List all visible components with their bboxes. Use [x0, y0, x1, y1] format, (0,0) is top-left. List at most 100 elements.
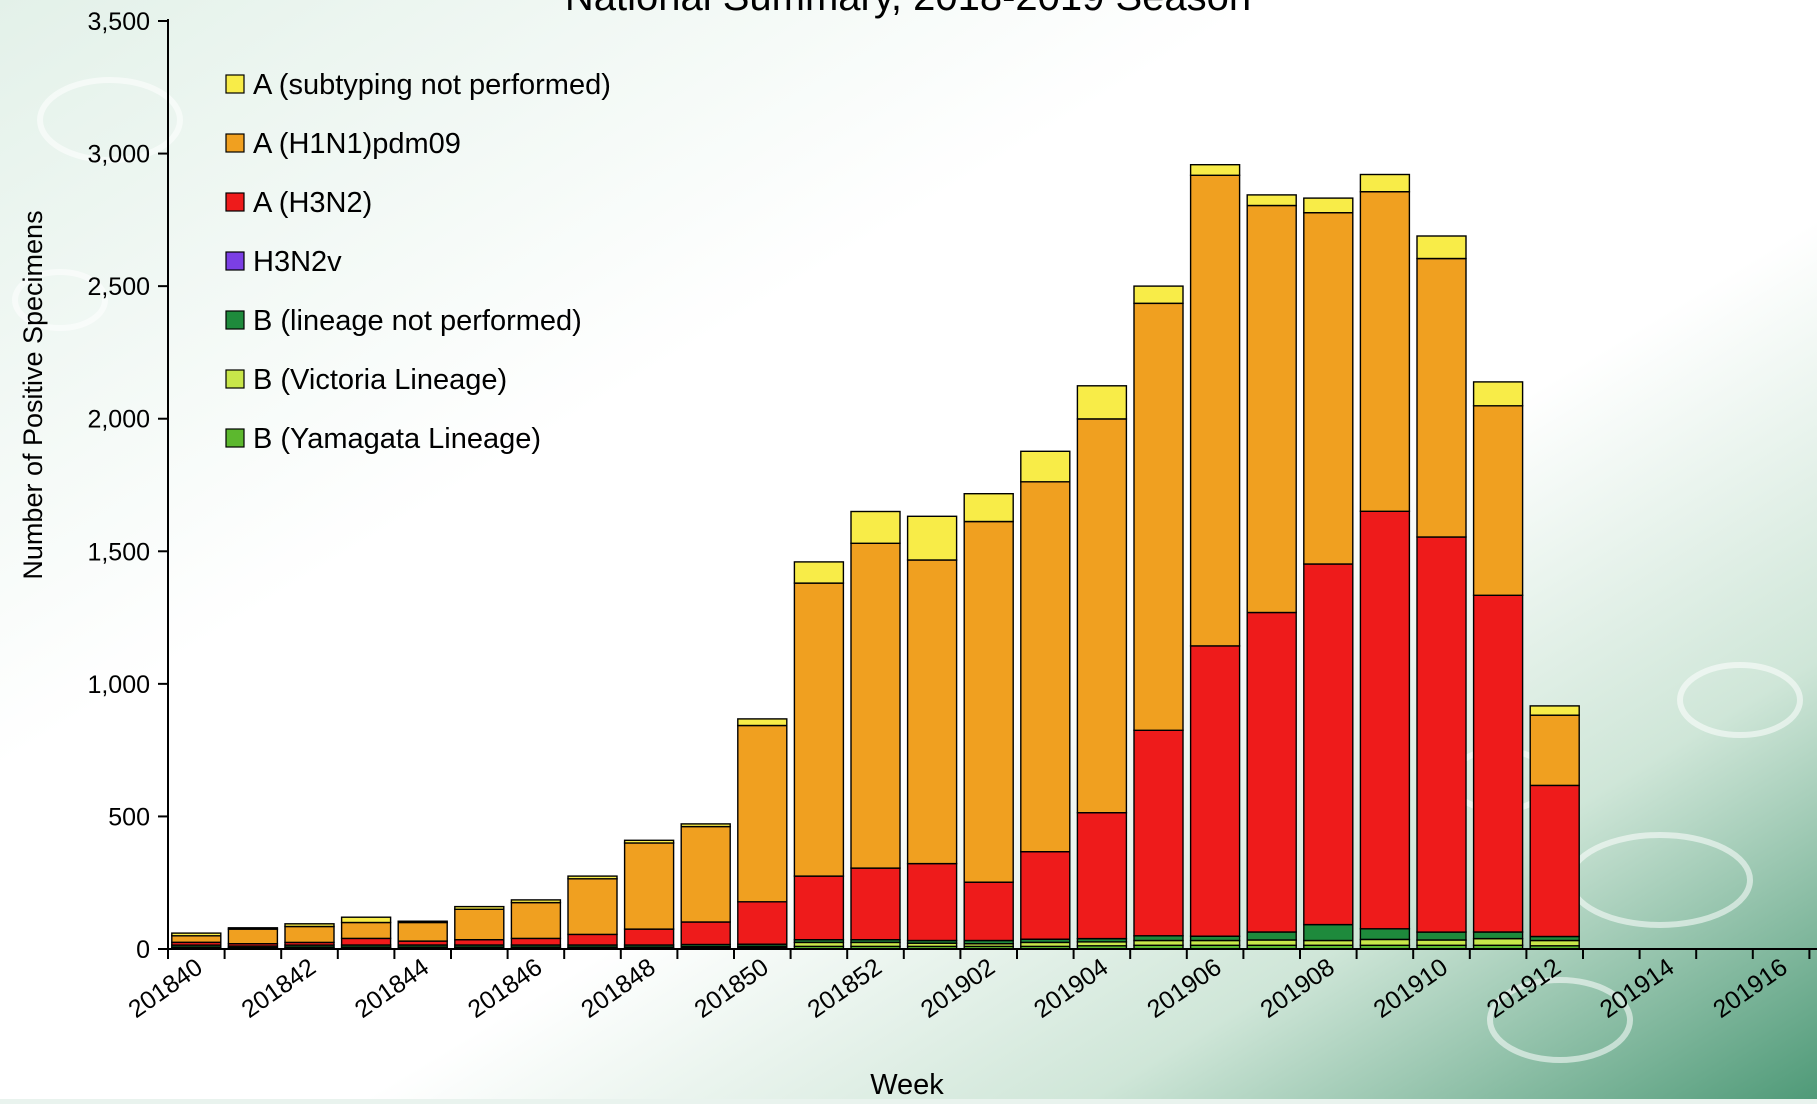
y-axis-label: Number of Positive Specimens	[18, 210, 48, 579]
bar-201911-series-6	[1472, 381, 1524, 407]
bar-201909-series-4	[1359, 510, 1411, 930]
bar-201841-series-6	[227, 927, 279, 930]
bar-201907-series-4	[1246, 611, 1297, 933]
bar-201847-series-4	[567, 933, 618, 946]
bar-201851-series-6	[793, 561, 845, 584]
legend-swatch-0	[225, 74, 245, 94]
bar-201910-series-1	[1416, 939, 1467, 947]
bar-201846-series-6	[510, 899, 562, 904]
bar-201845-series-4	[454, 939, 505, 946]
legend-swatch-2	[225, 192, 245, 212]
bar-201911-series-4	[1472, 594, 1524, 933]
bar-201903-series-5	[1020, 481, 1071, 853]
legend-swatch-3	[225, 251, 245, 271]
bar-201905-series-4	[1133, 729, 1184, 937]
bar-201848-series-4	[623, 928, 675, 946]
legend-label-4: B (lineage not performed)	[253, 305, 582, 337]
bar-201912-series-4	[1529, 784, 1580, 938]
bar-201842-series-5	[284, 925, 335, 944]
bar-201852-series-4	[850, 867, 901, 941]
y-tick-label-500: 500	[108, 803, 150, 831]
bar-201907-series-1	[1246, 939, 1297, 947]
bar-201912-series-6	[1529, 705, 1580, 716]
legend-label-6: B (Yamagata Lineage)	[253, 423, 541, 455]
bar-201909-series-2	[1359, 928, 1411, 941]
bar-201849-series-4	[680, 921, 731, 946]
bar-201845-series-6	[454, 905, 505, 910]
bar-201906-series-6	[1189, 163, 1241, 176]
y-tick-label-3000: 3,000	[87, 141, 150, 169]
bar-201850-series-6	[737, 718, 788, 727]
y-tick-label-2500: 2,500	[87, 273, 150, 301]
bar-201843-series-5	[340, 921, 392, 940]
bar-201909-series-1	[1359, 938, 1411, 947]
bar-201849-series-5	[680, 825, 731, 923]
legend-swatch-6	[225, 428, 245, 448]
y-tick-label-1500: 1,500	[87, 538, 150, 566]
bar-201849-series-6	[680, 823, 731, 828]
bar-201911-series-1	[1472, 938, 1524, 947]
legend-swatch-4	[225, 310, 245, 330]
bar-201851-series-5	[793, 582, 845, 877]
y-tick-label-2000: 2,000	[87, 406, 150, 434]
bar-201910-series-4	[1416, 536, 1467, 933]
bar-201840-series-6	[171, 932, 222, 937]
bar-201907-series-6	[1246, 194, 1297, 207]
legend: A (subtyping not performed) A (H1N1)pdm09…	[225, 69, 611, 455]
bar-201907-series-5	[1246, 204, 1297, 614]
bar-201902-series-6	[963, 493, 1014, 523]
x-axis-label: Week	[870, 1069, 944, 1099]
bar-201848-series-6	[623, 839, 675, 844]
bar-201906-series-2	[1189, 935, 1241, 942]
legend-label-3: H3N2v	[253, 246, 342, 278]
bar-201847-series-5	[567, 878, 618, 936]
bar-201844-series-6	[397, 920, 448, 924]
bar-201904-series-5	[1076, 418, 1128, 814]
chart-title: National Summary, 2018-2019 Season	[565, 0, 1251, 19]
bar-201901-series-4	[906, 862, 958, 942]
bar-201905-series-6	[1133, 285, 1184, 305]
bar-201910-series-2	[1416, 931, 1467, 941]
bar-201909-series-6	[1359, 173, 1411, 193]
y-tick-label-3500: 3,500	[87, 8, 150, 36]
bar-201901-series-6	[906, 515, 958, 561]
bar-201846-series-4	[510, 937, 562, 946]
bar-201908-series-1	[1303, 939, 1354, 947]
bar-201907-series-2	[1246, 931, 1297, 941]
bar-201846-series-5	[510, 901, 562, 940]
y-tick-label-1000: 1,000	[87, 671, 150, 699]
bar-201905-series-5	[1133, 302, 1184, 731]
bar-201910-series-6	[1416, 235, 1467, 260]
bar-201902-series-4	[963, 881, 1014, 942]
bars-layer	[171, 163, 1580, 950]
bar-201850-series-5	[737, 724, 788, 903]
bar-201903-series-4	[1020, 851, 1071, 940]
legend-swatch-5	[225, 369, 245, 389]
bar-201906-series-4	[1189, 645, 1241, 937]
bar-201841-series-5	[227, 928, 279, 945]
bar-201904-series-6	[1076, 385, 1128, 420]
bar-201843-series-4	[340, 937, 392, 946]
bar-201851-series-4	[793, 875, 845, 941]
legend-label-2: A (H3N2)	[253, 187, 372, 219]
bar-201909-series-5	[1359, 191, 1411, 513]
legend-label-5: B (Victoria Lineage)	[253, 364, 507, 396]
bar-201911-series-5	[1472, 405, 1524, 597]
bar-201908-series-2	[1303, 923, 1354, 942]
bar-201852-series-6	[850, 510, 901, 544]
legend-label-1: A (H1N1)pdm09	[253, 128, 461, 160]
bar-201848-series-5	[623, 842, 675, 930]
legend-label-0: A (subtyping not performed)	[253, 69, 611, 101]
legend-swatch-1	[225, 133, 245, 153]
bar-201904-series-4	[1076, 812, 1128, 940]
bar-201906-series-5	[1189, 174, 1241, 647]
bar-201850-series-4	[737, 901, 788, 945]
bar-201908-series-5	[1303, 211, 1354, 565]
bar-201902-series-5	[963, 520, 1014, 883]
bar-201910-series-5	[1416, 257, 1467, 538]
bar-201840-series-5	[171, 935, 222, 944]
bar-201842-series-6	[284, 923, 335, 928]
bar-201912-series-5	[1529, 714, 1580, 787]
